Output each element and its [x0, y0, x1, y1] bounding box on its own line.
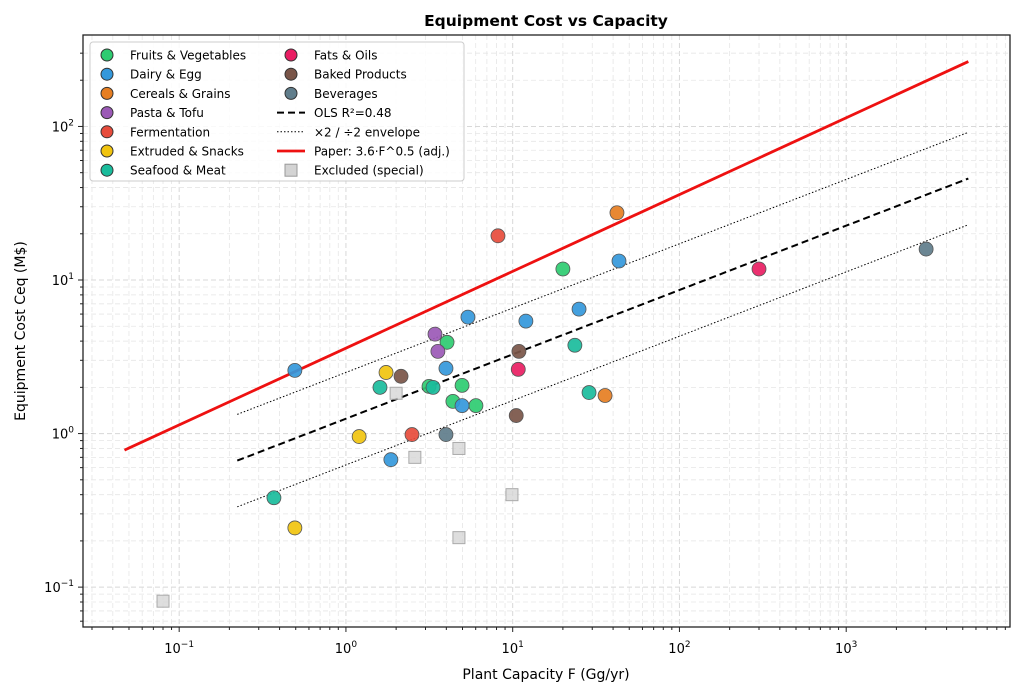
excluded-point — [389, 386, 403, 400]
legend-label: Beverages — [314, 87, 378, 101]
legend-box — [89, 41, 465, 182]
legend-label: Fruits & Vegetables — [130, 49, 246, 63]
data-point — [460, 309, 476, 325]
y-tick-label: 10−1 — [44, 579, 74, 596]
data-point — [372, 379, 388, 395]
legend-marker-icon — [284, 86, 298, 100]
data-point — [378, 365, 394, 380]
legend-label: Cereals & Grains — [130, 87, 231, 101]
legend-label: OLS R²=0.48 — [314, 106, 391, 120]
legend-marker-icon — [284, 67, 298, 81]
data-point — [611, 253, 627, 269]
data-point — [609, 205, 625, 221]
data-point — [351, 429, 367, 444]
legend: Fruits & Vegetables Dairy & Egg Cereals & … — [89, 41, 465, 182]
legend-label: Fats & Oils — [314, 49, 377, 63]
data-point — [468, 398, 484, 414]
legend-marker-icon — [100, 144, 114, 158]
plot-frame — [82, 34, 1011, 628]
y-tick-label: 100 — [52, 426, 75, 443]
data-point — [511, 343, 527, 359]
data-point — [427, 326, 443, 342]
data-point — [567, 337, 583, 353]
data-point — [287, 520, 303, 536]
data-point — [430, 343, 446, 359]
data-point — [454, 377, 470, 393]
data-point — [287, 362, 303, 378]
chart-title: Equipment Cost vs Capacity — [424, 12, 668, 30]
data-point — [751, 261, 767, 277]
data-point — [490, 228, 506, 244]
data-point — [454, 398, 470, 414]
data-point — [439, 334, 455, 350]
legend-label: Pasta & Tofu — [130, 106, 204, 120]
legend-marker-icon — [100, 163, 114, 177]
legend-marker-icon — [100, 106, 114, 120]
data-point — [438, 360, 454, 376]
data-point — [425, 379, 441, 395]
y-tick-label: 101 — [52, 272, 74, 289]
axis-ticks: 10−1 100 101 102 103 10−1 100 101 102 — [44, 52, 1006, 657]
envelope-line — [237, 224, 969, 508]
data-point — [571, 301, 587, 317]
x-tick-label: 103 — [835, 640, 857, 657]
x-tick-label: 100 — [335, 640, 358, 657]
legend-label: Baked Products — [314, 68, 407, 82]
data-point — [581, 385, 597, 400]
x-tick-label: 10−1 — [164, 640, 194, 657]
data-point — [383, 452, 399, 468]
data-point — [393, 368, 409, 384]
excluded-point — [156, 594, 170, 608]
excluded-point — [408, 450, 422, 464]
legend-marker-icon — [100, 125, 114, 139]
legend-label: Extruded & Snacks — [130, 145, 244, 159]
data-point — [555, 261, 571, 277]
y-axis-label: Equipment Cost Ceq (M$) — [13, 241, 29, 421]
x-tick-label: 101 — [502, 640, 524, 657]
x-axis-label: Plant Capacity F (Gg/yr) — [462, 667, 629, 683]
y-tick-label: 102 — [52, 118, 74, 135]
data-points — [156, 205, 934, 608]
legend-label: ×2 / ÷2 envelope — [314, 125, 420, 139]
legend-marker-icon — [284, 48, 298, 62]
excluded-point — [505, 488, 519, 502]
ols-fit-line — [236, 177, 969, 462]
excluded-point — [452, 441, 466, 455]
legend-square-icon — [284, 163, 298, 177]
data-point — [597, 388, 613, 403]
paper-fit-line — [123, 60, 969, 452]
fit-lines — [123, 60, 969, 508]
data-point — [266, 490, 282, 506]
data-point — [438, 427, 454, 442]
legend-label: Fermentation — [130, 125, 210, 139]
legend-label: Seafood & Meat — [130, 164, 226, 178]
data-point — [404, 427, 420, 442]
data-point — [518, 313, 534, 329]
legend-marker-icon — [100, 48, 114, 62]
legend-marker-icon — [100, 86, 114, 100]
legend-label: Dairy & Egg — [130, 68, 202, 82]
x-tick-label: 102 — [668, 640, 690, 657]
data-point — [510, 361, 526, 377]
legend-marker-icon — [100, 67, 114, 81]
data-point — [918, 241, 934, 257]
legend-label: Paper: 3.6·F^0.5 (adj.) — [314, 145, 450, 159]
envelope-line — [237, 131, 969, 415]
excluded-point — [452, 531, 466, 545]
legend-label: Excluded (special) — [314, 164, 424, 178]
data-point — [508, 408, 524, 423]
